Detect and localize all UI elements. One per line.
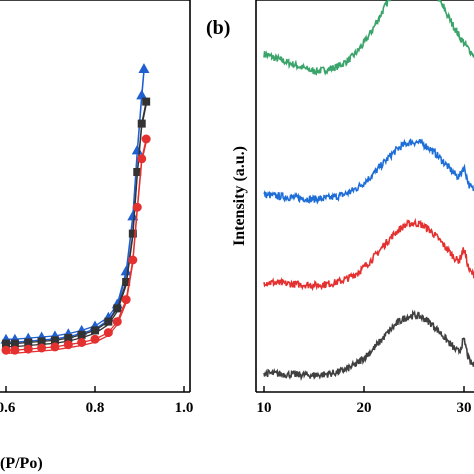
panel-a-point [10, 345, 20, 355]
panel-a-tick-label: 0.6 [0, 400, 16, 416]
panel-b-x-ticks: 10 20 30 [257, 386, 472, 416]
panel-a-point [142, 97, 151, 106]
panel-b-tag: (b) [206, 17, 230, 39]
panel-a-point [138, 63, 150, 73]
panel-b-tick-label: 30 [457, 400, 472, 416]
panel-a-point [122, 278, 131, 286]
panel-a-point [132, 202, 142, 212]
panel-a-x-axis-title: (P/Po) [0, 455, 43, 472]
panel-a-point [131, 144, 143, 155]
panel-a-series [0, 63, 151, 355]
panel-a-point [37, 337, 46, 346]
panel-a-point [121, 295, 131, 305]
panel-b: 10 20 30 (b) Intensity (a.u.) [206, 0, 474, 416]
panel-a-point [50, 342, 60, 352]
panel-b-pattern-line [263, 217, 474, 292]
panel-a-point [136, 89, 148, 100]
panel-a-point [137, 119, 146, 128]
panel-a-point [63, 340, 73, 350]
panel-b-series [263, 0, 474, 381]
panel-a-point [23, 344, 33, 354]
panel-a-tick-label: 1.0 [175, 400, 194, 416]
panel-a-point [2, 339, 10, 348]
panel-a-series-line [6, 104, 147, 348]
panel-b-tick-label: 20 [357, 400, 372, 416]
panel-a-point [77, 330, 86, 339]
panel-a-series-line [6, 101, 147, 345]
panel-a-point [91, 326, 99, 335]
panel-b-pattern-line [263, 309, 474, 381]
panel-a-point [104, 317, 113, 326]
panel-a-point [112, 317, 122, 327]
panel-a-point [133, 168, 142, 176]
panel-a-point [127, 210, 139, 221]
panel-b-y-axis-title: Intensity (a.u.) [231, 146, 248, 246]
panel-a: 0.6 0.8 1.0 (P/Po) [0, 0, 193, 472]
panel-a-point [37, 343, 47, 353]
panel-a-point [113, 304, 122, 313]
panel-a-point [1, 345, 11, 355]
panel-a-point [128, 229, 137, 238]
panel-a-point [77, 338, 87, 347]
panel-a-point [90, 334, 100, 344]
panel-b-pattern-line [263, 138, 474, 205]
panel-a-point [50, 336, 59, 345]
panel-a-point [120, 265, 132, 276]
panel-a-x-ticks: 0.6 0.8 1.0 [0, 386, 193, 416]
panel-a-series-line [6, 141, 147, 354]
panel-a-point [64, 334, 73, 343]
panel-a-series-line [6, 138, 147, 351]
panel-a-point [128, 255, 138, 265]
panel-a-point [137, 154, 147, 164]
panel-b-tick-label: 10 [257, 400, 272, 416]
panel-a-tick-label: 0.8 [86, 400, 105, 416]
panel-a-point [10, 339, 19, 348]
panel-a-point [103, 328, 113, 338]
panel-a-point [141, 134, 151, 144]
panel-b-pattern-line [263, 0, 474, 76]
panel-a-point [24, 338, 33, 347]
